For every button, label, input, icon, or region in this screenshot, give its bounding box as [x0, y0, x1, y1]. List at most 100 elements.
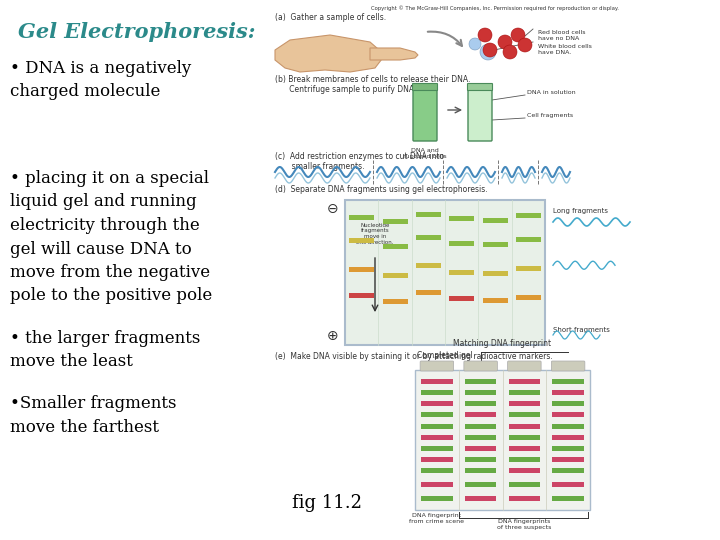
FancyBboxPatch shape — [465, 482, 496, 487]
FancyBboxPatch shape — [415, 370, 590, 510]
FancyBboxPatch shape — [421, 423, 453, 429]
FancyBboxPatch shape — [465, 413, 496, 417]
Text: DNA fingerprint
from crime scene: DNA fingerprint from crime scene — [410, 513, 464, 524]
Text: Red blood cells
have no DNA: Red blood cells have no DNA — [538, 30, 585, 41]
Polygon shape — [370, 48, 418, 60]
Text: Long fragments: Long fragments — [553, 208, 608, 214]
FancyBboxPatch shape — [416, 235, 441, 240]
Text: fig 11.2: fig 11.2 — [292, 494, 362, 512]
FancyBboxPatch shape — [552, 390, 584, 395]
FancyBboxPatch shape — [508, 413, 540, 417]
Text: (b) Break membranes of cells to release their DNA.
      Centrifuge sample to pu: (b) Break membranes of cells to release … — [275, 75, 470, 94]
FancyBboxPatch shape — [552, 379, 584, 384]
Text: White blood cells
have DNA.: White blood cells have DNA. — [538, 44, 592, 55]
Text: Matching DNA fingerprint: Matching DNA fingerprint — [454, 339, 552, 348]
FancyBboxPatch shape — [420, 361, 454, 371]
FancyBboxPatch shape — [508, 446, 540, 451]
Text: • the larger fragments
move the least: • the larger fragments move the least — [10, 330, 200, 370]
FancyBboxPatch shape — [482, 298, 508, 302]
FancyBboxPatch shape — [416, 291, 441, 295]
FancyBboxPatch shape — [552, 482, 584, 487]
FancyBboxPatch shape — [382, 299, 408, 304]
Text: (c)  Add restriction enzymes to cut DNA into
       smaller fragments.: (c) Add restriction enzymes to cut DNA i… — [275, 152, 444, 171]
FancyBboxPatch shape — [516, 266, 541, 271]
FancyBboxPatch shape — [464, 361, 498, 371]
Circle shape — [483, 43, 497, 57]
Text: Gel Electrophoresis:: Gel Electrophoresis: — [18, 22, 256, 42]
FancyBboxPatch shape — [516, 295, 541, 300]
FancyBboxPatch shape — [508, 361, 541, 371]
FancyBboxPatch shape — [465, 435, 496, 440]
FancyBboxPatch shape — [552, 468, 584, 473]
FancyBboxPatch shape — [349, 238, 374, 243]
FancyBboxPatch shape — [421, 482, 453, 487]
FancyBboxPatch shape — [449, 241, 474, 246]
FancyBboxPatch shape — [467, 84, 492, 91]
FancyBboxPatch shape — [421, 457, 453, 462]
FancyBboxPatch shape — [449, 217, 474, 221]
FancyBboxPatch shape — [508, 435, 540, 440]
FancyBboxPatch shape — [465, 423, 496, 429]
FancyBboxPatch shape — [413, 89, 437, 141]
FancyBboxPatch shape — [421, 401, 453, 406]
FancyBboxPatch shape — [449, 296, 474, 301]
Text: • placing it on a special
liquid gel and running
electricity through the
gel wil: • placing it on a special liquid gel and… — [10, 170, 212, 305]
FancyBboxPatch shape — [449, 270, 474, 275]
FancyBboxPatch shape — [508, 457, 540, 462]
Circle shape — [511, 28, 525, 42]
FancyBboxPatch shape — [508, 482, 540, 487]
FancyBboxPatch shape — [421, 379, 453, 384]
Text: (e)  Make DNA visible by staining it or by attaching radioactive markers.: (e) Make DNA visible by staining it or b… — [275, 352, 553, 361]
FancyBboxPatch shape — [465, 446, 496, 451]
Text: Copyright © The McGraw-Hill Companies, Inc. Permission required for reproduction: Copyright © The McGraw-Hill Companies, I… — [371, 5, 619, 11]
Text: ⊕: ⊕ — [327, 329, 339, 343]
Text: Short fragments: Short fragments — [553, 327, 610, 333]
FancyBboxPatch shape — [416, 263, 441, 268]
FancyBboxPatch shape — [421, 446, 453, 451]
FancyBboxPatch shape — [508, 496, 540, 501]
FancyBboxPatch shape — [413, 84, 438, 91]
FancyBboxPatch shape — [482, 272, 508, 276]
FancyBboxPatch shape — [421, 468, 453, 473]
Text: DNA and
ruptured cells: DNA and ruptured cells — [403, 148, 447, 159]
Text: (a)  Gather a sample of cells.: (a) Gather a sample of cells. — [275, 13, 386, 22]
FancyBboxPatch shape — [465, 390, 496, 395]
FancyBboxPatch shape — [552, 361, 585, 371]
Text: DNA in solution: DNA in solution — [527, 91, 575, 96]
FancyBboxPatch shape — [482, 218, 508, 223]
FancyBboxPatch shape — [508, 390, 540, 395]
FancyBboxPatch shape — [465, 468, 496, 473]
FancyBboxPatch shape — [349, 215, 374, 220]
FancyBboxPatch shape — [421, 496, 453, 501]
Circle shape — [498, 35, 512, 49]
FancyBboxPatch shape — [552, 413, 584, 417]
FancyBboxPatch shape — [508, 468, 540, 473]
FancyBboxPatch shape — [421, 435, 453, 440]
FancyBboxPatch shape — [552, 446, 584, 451]
FancyBboxPatch shape — [516, 237, 541, 241]
FancyBboxPatch shape — [508, 423, 540, 429]
FancyBboxPatch shape — [552, 457, 584, 462]
Text: Nucleotide
fragments
move in
this direction.: Nucleotide fragments move in this direct… — [356, 222, 394, 245]
FancyBboxPatch shape — [516, 213, 541, 219]
FancyBboxPatch shape — [465, 457, 496, 462]
FancyBboxPatch shape — [552, 496, 584, 501]
FancyBboxPatch shape — [345, 200, 545, 345]
Text: ⊖: ⊖ — [327, 202, 339, 216]
Circle shape — [503, 45, 517, 59]
Text: DNA fingerprints
of three suspects: DNA fingerprints of three suspects — [498, 519, 552, 530]
FancyBboxPatch shape — [465, 379, 496, 384]
FancyBboxPatch shape — [508, 401, 540, 406]
FancyBboxPatch shape — [382, 244, 408, 249]
Text: Completed gel: Completed gel — [417, 351, 473, 360]
Text: (d)  Separate DNA fragments using gel electrophoresis.: (d) Separate DNA fragments using gel ele… — [275, 185, 487, 194]
FancyBboxPatch shape — [465, 496, 496, 501]
FancyBboxPatch shape — [382, 219, 408, 224]
FancyBboxPatch shape — [416, 212, 441, 217]
FancyBboxPatch shape — [482, 242, 508, 247]
Circle shape — [478, 28, 492, 42]
Circle shape — [480, 44, 496, 60]
FancyBboxPatch shape — [465, 401, 496, 406]
Polygon shape — [275, 35, 385, 72]
FancyBboxPatch shape — [508, 379, 540, 384]
